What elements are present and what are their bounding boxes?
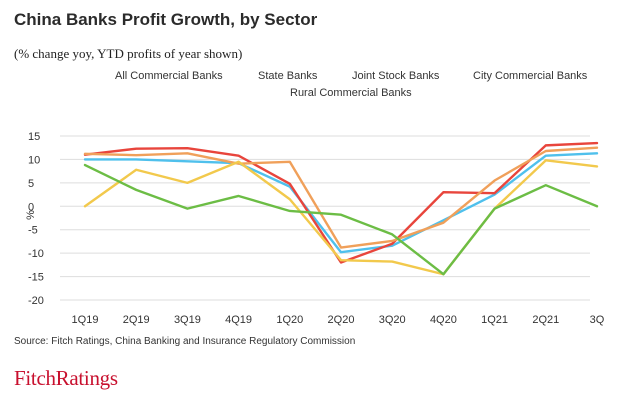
series-line: [83, 141, 599, 264]
series-line: [83, 152, 599, 254]
y-tick-label: -5: [28, 225, 38, 237]
legend-entry: All Commercial Banks: [115, 70, 223, 82]
y-tick-label: 15: [28, 131, 40, 143]
line-chart: 15 10 5 0 -5 -10 -15 -20% 1Q19 2Q19 3Q19 4Q19 1Q20 2Q…: [25, 70, 605, 326]
x-tick-label: 2Q19: [123, 314, 150, 326]
y-tick-label: 10: [28, 154, 40, 166]
y-tick-label: -15: [28, 272, 44, 284]
legend-entry: State Banks: [258, 70, 318, 82]
x-tick-label: 3Q19: [174, 314, 201, 326]
chart-subtitle: (% change yoy, YTD profits of year shown…: [14, 46, 243, 61]
y-tick-label: -10: [28, 248, 44, 260]
x-tick-label: 4Q19: [225, 314, 252, 326]
legend-entry: Joint Stock Banks: [352, 70, 440, 82]
y-tick-label: -20: [28, 295, 44, 307]
y-axis-label: %: [25, 210, 37, 220]
y-tick-label: 0: [28, 201, 34, 213]
x-tick-label: 1Q21: [481, 314, 508, 326]
series-line: [83, 163, 599, 276]
source-note: Source: Fitch Ratings, China Banking and…: [14, 336, 356, 347]
x-tick-label: 2Q20: [328, 314, 355, 326]
chart-title: China Banks Profit Growth, by Sector: [14, 10, 318, 29]
series-line: [83, 159, 599, 276]
x-tick-label: 1Q19: [72, 314, 99, 326]
series-line: [83, 146, 599, 249]
fitch-ratings-logo: FitchRatings: [14, 366, 118, 390]
legend-entry: City Commercial Banks: [473, 70, 588, 82]
x-tick-label: 3Q: [590, 314, 605, 326]
x-tick-label: 2Q21: [532, 314, 559, 326]
x-tick-label: 1Q20: [276, 314, 303, 326]
x-tick-label: 3Q20: [379, 314, 406, 326]
x-tick-label: 4Q20: [430, 314, 457, 326]
legend-entry: Rural Commercial Banks: [290, 87, 412, 99]
y-tick-label: 5: [28, 178, 34, 190]
